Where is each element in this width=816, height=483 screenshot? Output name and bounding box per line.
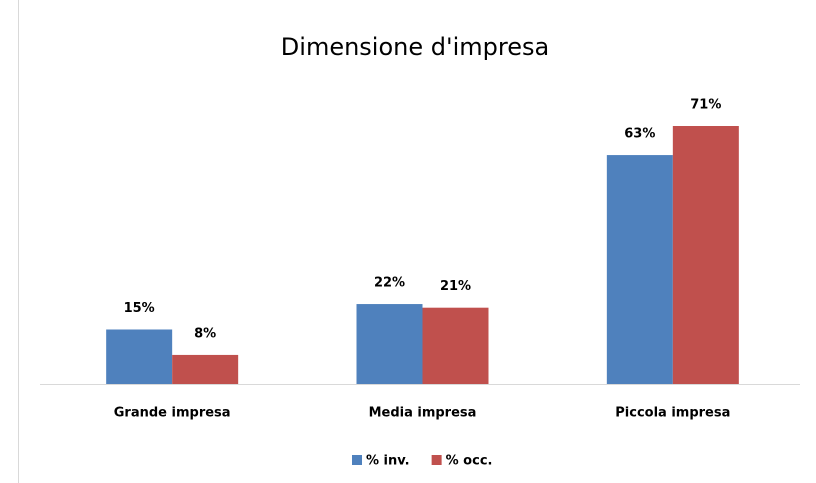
bar xyxy=(172,354,239,384)
bar xyxy=(356,304,423,384)
x-tick-label: Grande impresa xyxy=(114,406,231,421)
bar xyxy=(672,126,739,384)
legend-swatch xyxy=(352,455,362,465)
data-label: 21% xyxy=(440,279,471,294)
data-label: 71% xyxy=(690,98,721,113)
bar xyxy=(106,329,173,384)
data-label: 15% xyxy=(124,301,155,316)
bar xyxy=(422,307,489,384)
legend-label: % occ. xyxy=(446,454,493,469)
data-label: 63% xyxy=(624,127,655,142)
legend-swatch xyxy=(431,455,442,465)
bar xyxy=(606,155,673,384)
data-label: 22% xyxy=(374,276,405,291)
legend-label: % inv. xyxy=(366,454,410,469)
x-tick-label: Piccola impresa xyxy=(615,406,730,421)
data-label: 8% xyxy=(194,326,216,341)
x-tick-label: Media impresa xyxy=(369,406,477,421)
chart-title: Dimensione d'impresa xyxy=(281,33,549,61)
